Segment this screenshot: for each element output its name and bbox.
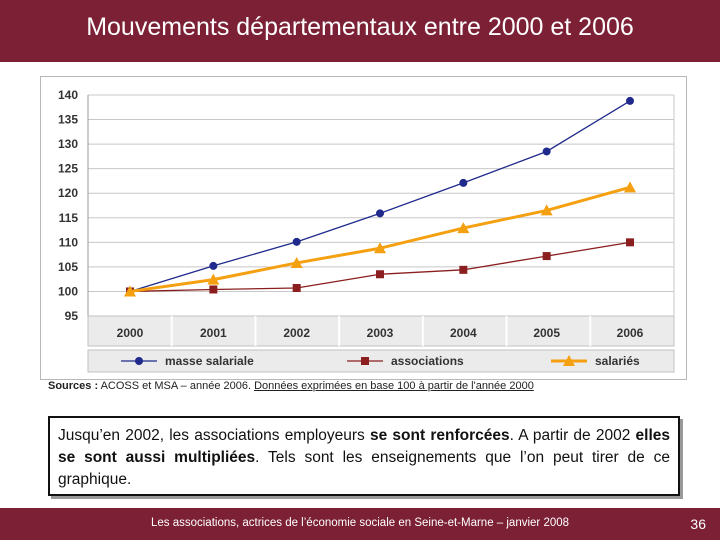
- x-tick-label: 2000: [117, 326, 144, 340]
- data-point: [292, 284, 301, 293]
- chart-area: 95 100 105 110 115 120 125 130 135 140 2000 2001 200…: [40, 76, 687, 380]
- data-point: [292, 237, 301, 246]
- footer-bar: Les associations, actrices de l’économie…: [0, 508, 720, 540]
- data-point: [540, 204, 553, 216]
- data-point: [209, 261, 218, 270]
- x-tick-label: 2003: [367, 326, 394, 340]
- x-tick-label: 2001: [200, 326, 227, 340]
- data-point: [124, 285, 136, 297]
- data-point: [374, 242, 386, 254]
- sources-label: Sources :: [48, 380, 99, 392]
- legend-label: associations: [391, 354, 464, 368]
- y-tick-label: 100: [58, 284, 78, 298]
- callout-text-1: Jusqu’en 2002, les associations employeu…: [58, 427, 370, 444]
- y-tick-label: 120: [58, 186, 78, 200]
- data-point: [542, 147, 551, 156]
- y-tick-label: 125: [58, 162, 78, 176]
- y-tick-label: 110: [59, 235, 79, 249]
- legend-label: salariés: [595, 354, 640, 368]
- callout-text-2: . A partir de 2002: [509, 427, 636, 444]
- conclusion-box: Jusqu’en 2002, les associations employeu…: [48, 416, 680, 496]
- series-line: [129, 100, 631, 293]
- data-point: [542, 252, 551, 261]
- title-bar: Mouvements départementaux entre 2000 et …: [0, 0, 720, 62]
- y-tick-label: 95: [65, 309, 79, 323]
- data-point: [376, 209, 384, 218]
- legend-marker: [563, 355, 575, 366]
- sources-note: Sources : ACOSS et MSA – année 2006. Don…: [48, 380, 534, 392]
- x-tick-label: 2006: [617, 326, 644, 340]
- page-number: 36: [690, 516, 706, 532]
- data-point: [290, 256, 303, 268]
- data-point: [626, 96, 634, 105]
- y-tick-label: 115: [59, 211, 79, 225]
- x-tick-label: 2004: [450, 326, 477, 340]
- callout-bold-2: elles se sont aussi multipliées: [58, 427, 670, 466]
- y-tick-label: 135: [58, 113, 78, 127]
- data-point: [376, 270, 384, 279]
- data-point: [459, 265, 468, 274]
- sources-text: ACOSS et MSA – année 2006.: [98, 380, 255, 392]
- data-point: [624, 181, 636, 193]
- x-tick-label: 2005: [533, 326, 560, 340]
- category-band: [87, 315, 675, 347]
- y-tick-label: 140: [58, 88, 78, 102]
- legend-label: masse salariale: [165, 354, 254, 368]
- y-tick-label: 105: [58, 260, 78, 274]
- data-point: [459, 178, 468, 187]
- data-point: [457, 222, 470, 234]
- data-point: [207, 273, 220, 285]
- legend-marker: [135, 357, 143, 365]
- y-tick-label: 130: [58, 137, 78, 151]
- callout-bold-1: se sont renforcées: [370, 427, 510, 444]
- legend-marker: [361, 357, 369, 365]
- callout-text-3: . Tels sont les enseignements que l’on p…: [58, 449, 670, 488]
- data-point: [209, 285, 218, 294]
- sources-base-note: Données exprimées en base 100 à partir d…: [254, 380, 534, 392]
- x-tick-label: 2002: [283, 326, 310, 340]
- slide-title: Mouvements départementaux entre 2000 et …: [86, 13, 634, 41]
- data-point: [626, 238, 634, 247]
- line-chart: 95 100 105 110 115 120 125 130 135 140 2000 2001 200…: [58, 88, 675, 373]
- footer-text: Les associations, actrices de l’économie…: [150, 517, 570, 529]
